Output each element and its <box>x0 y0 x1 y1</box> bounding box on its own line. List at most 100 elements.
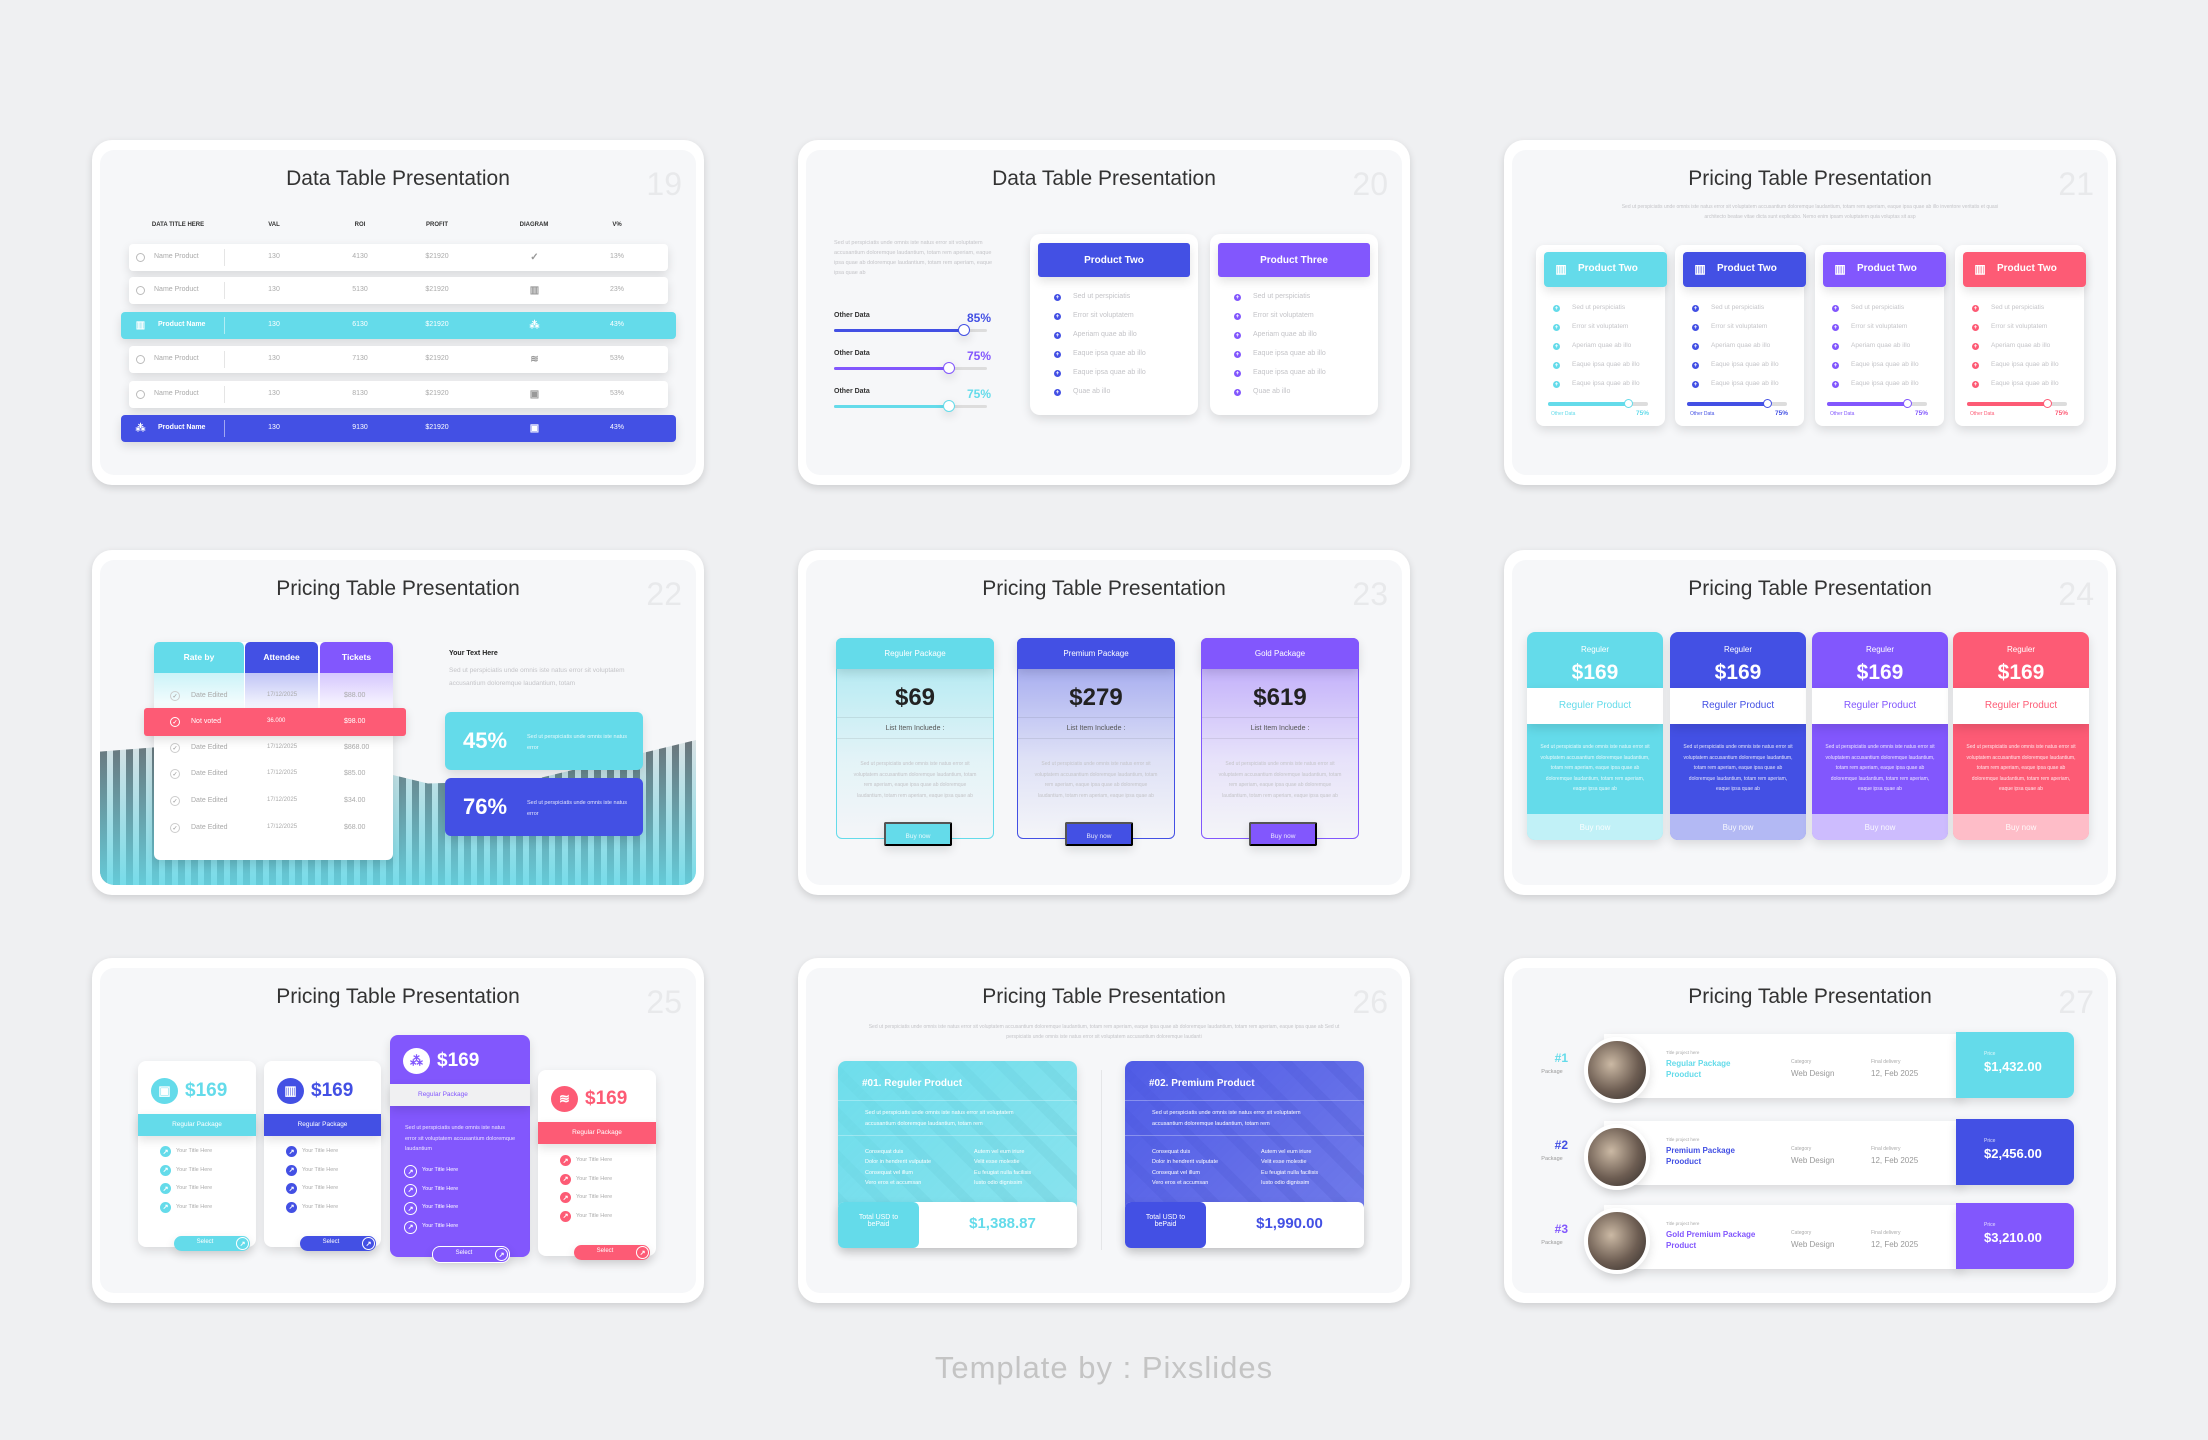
slide-20[interactable]: Data Table Presentation 20 Sed ut perspici… <box>798 140 1410 485</box>
slide-27[interactable]: Pricing Table Presentation 27 #1 Package Tit… <box>1504 958 2116 1303</box>
slide-21[interactable]: Pricing Table Presentation 21 Sed ut persp… <box>1504 140 2116 485</box>
plus-icon: + <box>1054 351 1061 358</box>
table-row[interactable]: Name Product 130 7130 $21920 ≋ 53% <box>129 346 668 373</box>
package-row[interactable]: Title project here Regular Package Proodu… <box>1604 1034 1964 1098</box>
select-button[interactable]: Select ↗ <box>574 1245 650 1260</box>
percent-cell: 23% <box>609 286 624 293</box>
plus-icon: + <box>1832 362 1839 369</box>
slider-knob[interactable] <box>942 400 955 412</box>
delivery-label: Final delivery <box>1871 1146 1901 1152</box>
table-row[interactable]: Name Product 130 5130 $21920 ▥ 23% <box>129 277 668 304</box>
slider-knob[interactable] <box>1624 399 1634 408</box>
tier-description: Sed ut perspiciatis unde omnis iste natu… <box>1966 744 2076 792</box>
package-band: Regular Package <box>264 1114 381 1136</box>
tier-label: Reguler <box>1723 645 1752 654</box>
slide-title: Pricing Table Presentation <box>1688 577 1932 600</box>
bar-chart-icon: ▥ <box>277 1078 304 1104</box>
radio-icon[interactable] <box>136 355 145 364</box>
slide-title: Pricing Table Presentation <box>982 985 1226 1008</box>
pricing-card: ▥ Product Two + Sed ut perspiciatis + Error s… <box>1536 245 1667 426</box>
slide-title: Pricing Table Presentation <box>982 577 1226 600</box>
package-header: Gold Package <box>1201 638 1359 669</box>
table-row-highlighted[interactable]: ✓ Not voted 36.000 $98.00 <box>144 708 406 736</box>
column-header: DIAGRAM <box>519 222 549 228</box>
radio-icon[interactable] <box>136 286 145 295</box>
price-label: Price <box>1984 1222 1996 1228</box>
select-button[interactable]: Select ↗ <box>300 1236 376 1251</box>
slide-19[interactable]: Data Table Presentation 19 DATA TITLE HERE… <box>92 140 704 485</box>
radio-icon[interactable] <box>136 390 145 399</box>
buy-now-button[interactable]: Buy now <box>884 822 952 846</box>
slide-number: 21 <box>2058 166 2094 202</box>
arrow-icon: ↗ <box>160 1201 171 1213</box>
buy-now-button[interactable]: Buy now <box>1812 814 1948 840</box>
table-row[interactable]: ⁂ Product Name 130 9130 $21920 ▣ 43% <box>121 415 676 442</box>
feature-item: Your Title Here <box>302 1203 339 1210</box>
bar-label: Other Data <box>1551 411 1576 417</box>
product-name: Product Name <box>158 321 206 328</box>
buy-now-button[interactable]: Buy now <box>1249 822 1317 846</box>
slider-knob[interactable] <box>2043 399 2053 408</box>
row-label: Date Edited <box>191 797 228 804</box>
slide-25[interactable]: Pricing Table Presentation 25 ▣ $169 Regular… <box>92 958 704 1303</box>
package-row[interactable]: Title project here Gold Premium Package P… <box>1604 1205 1964 1269</box>
product-title: #01. Reguler Product <box>862 1078 963 1089</box>
val-cell: 130 <box>268 321 280 328</box>
select-card: ▥ $169 Regular Package ↗ Your Title Here ↗ You… <box>264 1061 381 1251</box>
card-header: ▥ Product Two <box>1544 252 1667 287</box>
list-label: List Item Incluede : <box>1066 725 1126 732</box>
plus-icon: + <box>1692 343 1699 350</box>
product-band: Reguler Product <box>1812 688 1948 724</box>
bullet-item: Velit esse molestie <box>1261 1159 1307 1166</box>
plus-icon: + <box>1054 332 1061 339</box>
package-band: Regular Package <box>390 1084 530 1106</box>
table-row[interactable]: Name Product 130 8130 $21920 ▣ 53% <box>129 381 668 408</box>
select-button[interactable]: Select ↗ <box>174 1236 250 1251</box>
slide-24[interactable]: Pricing Table Presentation 24 Reguler $169 R… <box>1504 550 2116 895</box>
total-bar: Total USD to bePaid $1,388.87 <box>838 1202 1077 1248</box>
product-band: Reguler Product <box>1527 688 1663 724</box>
product-name: Product Name <box>158 424 206 431</box>
feature-item: Your Title Here <box>176 1166 213 1173</box>
pricing-card: ▥ Product Two + Sed ut perspiciatis + Error s… <box>1675 245 1806 426</box>
buy-now-button[interactable]: Buy now <box>1527 814 1663 840</box>
slider-knob[interactable] <box>942 362 955 374</box>
plus-icon: + <box>1692 362 1699 369</box>
buy-now-button[interactable]: Buy now <box>1065 822 1133 846</box>
check-circle-icon: ✓ <box>530 252 539 263</box>
package-row[interactable]: Title project here Premium Package Proodu… <box>1604 1121 1964 1185</box>
table-row[interactable]: Name Product 130 4130 $21920 ✓ 13% <box>129 244 668 271</box>
price-card: Reguler $169 Reguler Product Sed ut perspic… <box>1527 632 1663 840</box>
price-card: Reguler $169 Reguler Product Sed ut perspic… <box>1670 632 1806 840</box>
buy-now-button[interactable]: Buy now <box>1670 814 1806 840</box>
tier-label: Reguler <box>2006 645 2035 654</box>
stack-icon: ≋ <box>530 354 539 365</box>
slide-number: 24 <box>2058 576 2094 612</box>
vote-table: Rate by Attendee Tickets ✓ Date Edited 17/12/… <box>154 642 393 860</box>
hierarchy-icon: ⁂ <box>135 423 146 434</box>
plus-icon: + <box>1553 324 1560 331</box>
slide-23[interactable]: Pricing Table Presentation 23 Reguler Pack… <box>798 550 1410 895</box>
slider-knob[interactable] <box>958 324 971 336</box>
bar-chart-icon: ▥ <box>135 320 146 331</box>
row-value: 17/12/2025 <box>267 797 298 803</box>
row-value: 17/12/2025 <box>267 824 298 830</box>
plus-icon: + <box>1054 389 1061 396</box>
bullet-item: Iusto odio dignissim <box>974 1179 1023 1186</box>
radio-icon[interactable] <box>136 253 145 262</box>
arrow-icon: ↗ <box>286 1164 297 1176</box>
buy-now-button[interactable]: Buy now <box>1953 814 2089 840</box>
slider-knob[interactable] <box>1763 399 1773 408</box>
bar-label: Other Data <box>834 350 870 357</box>
select-button[interactable]: Select ↗ <box>432 1246 510 1263</box>
slide-22[interactable]: Pricing Table Presentation 22 Rate by Atten… <box>92 550 704 895</box>
table-row[interactable]: ▥ Product Name 130 6130 $21920 ⁂ 43% <box>121 312 676 339</box>
slider-knob[interactable] <box>1903 399 1913 408</box>
product-name: Name Product <box>154 390 199 397</box>
plus-icon: + <box>1234 370 1241 377</box>
product-title: Product Three <box>1260 254 1328 266</box>
delivery-label: Final delivery <box>1871 1059 1901 1065</box>
check-circle-icon: ✓ <box>170 823 180 833</box>
slide-26[interactable]: Pricing Table Presentation 26 Sed ut persp… <box>798 958 1410 1303</box>
bar-label: Other Data <box>1690 411 1715 417</box>
